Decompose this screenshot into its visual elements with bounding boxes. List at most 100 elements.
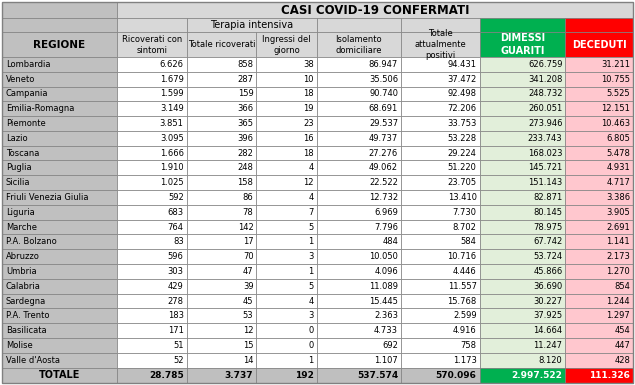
Text: 2.599: 2.599 — [453, 311, 477, 320]
Text: 3.851: 3.851 — [160, 119, 184, 128]
Text: 23.705: 23.705 — [448, 178, 477, 187]
Bar — [257, 234, 317, 249]
Text: 12: 12 — [304, 178, 314, 187]
Bar — [317, 131, 401, 146]
Bar — [2, 116, 117, 131]
Bar — [2, 101, 117, 116]
Bar — [187, 116, 257, 131]
Bar — [565, 146, 633, 161]
Text: 1: 1 — [309, 267, 314, 276]
Text: 80.145: 80.145 — [533, 208, 563, 217]
Text: 3.737: 3.737 — [225, 371, 253, 380]
Bar — [2, 175, 117, 190]
Bar — [257, 161, 317, 175]
Text: 260.051: 260.051 — [528, 104, 563, 113]
Bar — [187, 72, 257, 87]
Text: 16: 16 — [303, 134, 314, 143]
Text: 365: 365 — [237, 119, 253, 128]
Bar — [401, 116, 479, 131]
Bar — [317, 279, 401, 294]
Bar — [479, 87, 565, 101]
Bar — [479, 279, 565, 294]
Bar — [187, 234, 257, 249]
Bar — [257, 131, 317, 146]
Bar — [401, 131, 479, 146]
Text: 5.525: 5.525 — [606, 89, 630, 99]
Text: DIMESSI
GUARITI: DIMESSI GUARITI — [500, 33, 545, 56]
Bar — [187, 353, 257, 368]
Bar — [257, 72, 317, 87]
Text: 758: 758 — [460, 341, 477, 350]
Text: 3: 3 — [309, 311, 314, 320]
Bar — [117, 57, 187, 72]
Text: 151.143: 151.143 — [528, 178, 563, 187]
Text: 858: 858 — [237, 60, 253, 69]
Bar — [117, 294, 187, 308]
Text: 11.247: 11.247 — [533, 341, 563, 350]
Bar — [401, 18, 479, 32]
Text: 4.931: 4.931 — [606, 163, 630, 172]
Bar — [187, 205, 257, 220]
Bar — [565, 368, 633, 383]
Bar — [117, 279, 187, 294]
Bar — [479, 368, 565, 383]
Bar — [317, 220, 401, 234]
Text: 626.759: 626.759 — [528, 60, 563, 69]
Text: 1.599: 1.599 — [160, 89, 184, 99]
Text: 72.206: 72.206 — [448, 104, 477, 113]
Bar — [401, 175, 479, 190]
Bar — [257, 353, 317, 368]
Bar — [117, 87, 187, 101]
Text: 28.785: 28.785 — [149, 371, 184, 380]
Bar — [117, 308, 187, 323]
Bar — [401, 264, 479, 279]
Text: 854: 854 — [614, 282, 630, 291]
Bar — [2, 18, 117, 32]
Text: 90.740: 90.740 — [369, 89, 398, 99]
Bar — [2, 294, 117, 308]
Bar — [565, 18, 633, 32]
Text: 52: 52 — [173, 356, 184, 365]
Bar — [117, 234, 187, 249]
Text: Piemonte: Piemonte — [6, 119, 46, 128]
Text: 248.732: 248.732 — [528, 89, 563, 99]
Text: 1.270: 1.270 — [606, 267, 630, 276]
Text: Lazio: Lazio — [6, 134, 28, 143]
Text: 366: 366 — [237, 104, 253, 113]
Text: 78.975: 78.975 — [533, 223, 563, 231]
Text: 4.916: 4.916 — [453, 326, 477, 335]
Text: 683: 683 — [168, 208, 184, 217]
Text: 12.151: 12.151 — [601, 104, 630, 113]
Text: Sicilia: Sicilia — [6, 178, 30, 187]
Text: 35.506: 35.506 — [369, 75, 398, 84]
Text: 1.025: 1.025 — [160, 178, 184, 187]
Text: Friuli Venezia Giulia: Friuli Venezia Giulia — [6, 193, 88, 202]
Text: 2.173: 2.173 — [606, 252, 630, 261]
Text: 7.730: 7.730 — [453, 208, 477, 217]
Text: 3.149: 3.149 — [160, 104, 184, 113]
Bar — [479, 220, 565, 234]
Bar — [401, 279, 479, 294]
Text: 47: 47 — [243, 267, 253, 276]
Text: 4.096: 4.096 — [375, 267, 398, 276]
Bar — [117, 353, 187, 368]
Text: 8.120: 8.120 — [538, 356, 563, 365]
Text: 37.925: 37.925 — [533, 311, 563, 320]
Text: 233.743: 233.743 — [528, 134, 563, 143]
Text: Calabria: Calabria — [6, 282, 41, 291]
Text: 67.742: 67.742 — [533, 237, 563, 246]
Bar — [401, 323, 479, 338]
Text: 7.796: 7.796 — [374, 223, 398, 231]
Bar — [2, 338, 117, 353]
Bar — [401, 190, 479, 205]
Text: 18: 18 — [303, 149, 314, 157]
Text: 70: 70 — [243, 252, 253, 261]
Text: 7: 7 — [309, 208, 314, 217]
Bar — [257, 294, 317, 308]
Bar — [317, 87, 401, 101]
Bar — [565, 279, 633, 294]
Bar — [317, 161, 401, 175]
Bar — [317, 323, 401, 338]
Text: 15.445: 15.445 — [369, 296, 398, 306]
Bar — [257, 308, 317, 323]
